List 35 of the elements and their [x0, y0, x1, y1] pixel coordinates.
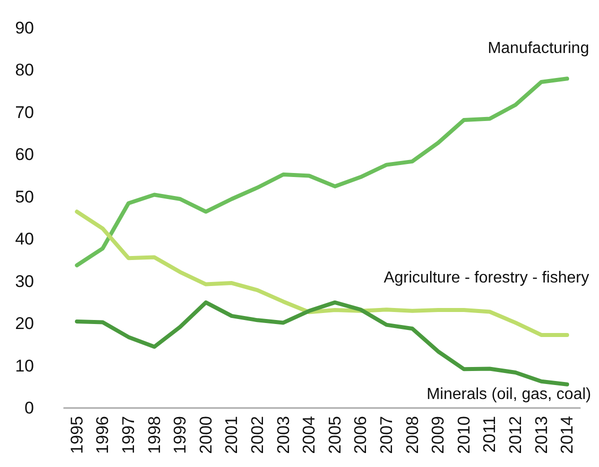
x-tick-label: 2009	[428, 416, 448, 454]
x-tick-label: 1997	[119, 416, 138, 454]
x-tick-label: 2012	[506, 416, 525, 454]
series-label: Manufacturing	[488, 40, 590, 58]
x-tick-label: 2003	[274, 416, 293, 454]
y-tick-label: 80	[15, 60, 34, 80]
x-tick-label: 2002	[248, 416, 267, 454]
y-tick-label: 50	[15, 187, 34, 206]
x-tick-label: 2004	[300, 416, 319, 454]
x-tick-label: 2007	[377, 416, 396, 454]
y-tick-label: 60	[15, 145, 34, 164]
x-tick-label: 2005	[325, 416, 344, 454]
line-series	[74, 300, 570, 386]
x-tick-label: 2006	[351, 416, 370, 454]
x-tick-label: 2014	[558, 416, 577, 454]
x-tick-label: 1999	[170, 416, 190, 454]
y-tick-label: 0	[24, 398, 34, 418]
line-series	[74, 76, 570, 268]
y-tick-label: 20	[15, 314, 34, 334]
x-tick-label: 1996	[93, 416, 112, 454]
series-label: Minerals (oil, gas, coal)	[426, 386, 592, 403]
series-label: Agriculture - forestry - fishery	[384, 269, 590, 286]
y-tick-label: 90	[15, 18, 34, 38]
y-tick-label: 30	[15, 272, 34, 291]
x-tick-label: 2013	[532, 416, 551, 454]
y-tick-label: 10	[15, 356, 34, 376]
x-tick-label: 2008	[402, 416, 422, 454]
y-tick-label: 70	[15, 102, 34, 122]
x-tick-label: 2001	[222, 416, 242, 454]
x-tick-label: 1998	[144, 416, 164, 454]
x-tick-label: 1995	[67, 416, 86, 454]
x-tick-label: 2010	[454, 416, 474, 454]
x-tick-label: 2000	[196, 416, 216, 454]
x-tick-label: 2011	[480, 416, 500, 453]
y-tick-label: 40	[15, 230, 34, 249]
